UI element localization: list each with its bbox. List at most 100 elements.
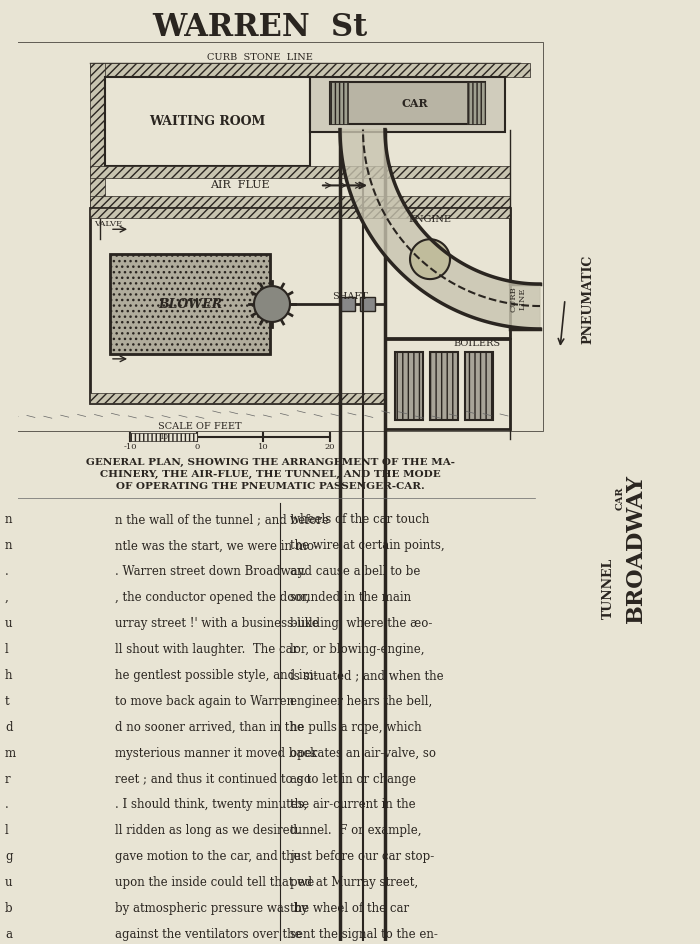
Text: CAR: CAR bbox=[615, 487, 624, 510]
Bar bbox=[430, 352, 458, 420]
Text: the wheel of the car: the wheel of the car bbox=[290, 902, 409, 915]
Text: to move back again to Warren: to move back again to Warren bbox=[115, 695, 294, 708]
Polygon shape bbox=[410, 239, 450, 279]
Bar bbox=[330, 82, 485, 124]
Text: n: n bbox=[5, 514, 13, 527]
Text: building, where the æo-: building, where the æo- bbox=[290, 617, 433, 630]
Text: .: . bbox=[5, 799, 8, 812]
Text: BLOWER: BLOWER bbox=[158, 297, 222, 311]
Text: TUNNEL: TUNNEL bbox=[601, 558, 615, 618]
Text: g: g bbox=[5, 851, 13, 864]
Text: as to let in or change: as to let in or change bbox=[290, 772, 416, 785]
Bar bbox=[130, 432, 197, 441]
Text: CHINERY, THE AIR-FLUE, THE TUNNEL, AND THE MODE: CHINERY, THE AIR-FLUE, THE TUNNEL, AND T… bbox=[99, 470, 440, 479]
Bar bbox=[467, 82, 485, 124]
Text: . I should think, twenty minutes,: . I should think, twenty minutes, bbox=[115, 799, 307, 812]
Bar bbox=[90, 166, 510, 178]
Bar bbox=[360, 297, 375, 311]
Text: WARREN  St: WARREN St bbox=[153, 12, 368, 43]
Text: GENERAL PLAN, SHOWING THE ARRANGEMENT OF THE MA-: GENERAL PLAN, SHOWING THE ARRANGEMENT OF… bbox=[85, 458, 454, 467]
Text: by atmospheric pressure was by: by atmospheric pressure was by bbox=[115, 902, 308, 915]
Bar bbox=[90, 209, 385, 403]
Text: mysterious manner it moved back: mysterious manner it moved back bbox=[115, 747, 317, 760]
Text: d: d bbox=[5, 720, 13, 733]
Text: d no sooner arrived, than in the: d no sooner arrived, than in the bbox=[115, 720, 304, 733]
Text: the wire at certain points,: the wire at certain points, bbox=[290, 539, 444, 552]
Text: BROADWAY: BROADWAY bbox=[625, 474, 647, 623]
Bar bbox=[310, 76, 505, 131]
Bar bbox=[90, 209, 385, 218]
Text: n the wall of the tunnel ; and before: n the wall of the tunnel ; and before bbox=[115, 514, 329, 527]
Bar bbox=[90, 393, 385, 403]
Text: CURB
LINE: CURB LINE bbox=[510, 286, 526, 312]
Text: , the conductor opened the door,: , the conductor opened the door, bbox=[115, 591, 309, 604]
Bar bbox=[385, 209, 510, 338]
Bar bbox=[90, 63, 105, 262]
Text: . Warren street down Broadway.: . Warren street down Broadway. bbox=[115, 565, 307, 579]
Polygon shape bbox=[254, 286, 290, 322]
Text: -10: -10 bbox=[123, 443, 136, 450]
Text: 10: 10 bbox=[159, 432, 168, 441]
Text: gave motion to the car, and the: gave motion to the car, and the bbox=[115, 851, 300, 864]
Text: he pulls a rope, which: he pulls a rope, which bbox=[290, 720, 421, 733]
Bar bbox=[90, 196, 510, 209]
Text: urray street !' with a business-like: urray street !' with a business-like bbox=[115, 617, 318, 630]
Text: against the ventilators over the: against the ventilators over the bbox=[115, 928, 302, 941]
Text: lor, or blowing-engine,: lor, or blowing-engine, bbox=[290, 643, 424, 656]
Text: SHAFT: SHAFT bbox=[332, 292, 368, 300]
Text: wheels of the car touch: wheels of the car touch bbox=[290, 514, 429, 527]
Text: CAR: CAR bbox=[402, 98, 428, 110]
Bar bbox=[395, 352, 423, 420]
Text: AIR  FLUE: AIR FLUE bbox=[210, 180, 270, 191]
Text: n: n bbox=[5, 539, 13, 552]
Text: l: l bbox=[5, 824, 8, 837]
Bar bbox=[110, 254, 270, 354]
Text: VALVE: VALVE bbox=[94, 220, 122, 228]
Text: t: t bbox=[5, 695, 10, 708]
Text: u: u bbox=[5, 617, 13, 630]
Text: ll shout with laughter.  The car: ll shout with laughter. The car bbox=[115, 643, 298, 656]
Text: ENGINE: ENGINE bbox=[409, 215, 452, 224]
Text: ,: , bbox=[5, 591, 8, 604]
Text: engineer hears the bell,: engineer hears the bell, bbox=[290, 695, 433, 708]
Text: r: r bbox=[5, 772, 10, 785]
Text: l: l bbox=[5, 643, 8, 656]
Text: a: a bbox=[5, 928, 12, 941]
Bar bbox=[385, 339, 510, 429]
Bar bbox=[110, 254, 270, 354]
Bar bbox=[330, 82, 348, 124]
Text: he gentlest possible style, and im-: he gentlest possible style, and im- bbox=[115, 669, 318, 682]
Text: .: . bbox=[5, 565, 8, 579]
Bar bbox=[8, 42, 543, 430]
Text: operates an air-valve, so: operates an air-valve, so bbox=[290, 747, 436, 760]
Text: 0: 0 bbox=[194, 443, 199, 450]
Text: h: h bbox=[5, 669, 13, 682]
Polygon shape bbox=[340, 129, 540, 329]
Text: ll ridden as long as we desired.: ll ridden as long as we desired. bbox=[115, 824, 301, 837]
Bar bbox=[90, 63, 530, 76]
Text: upon the inside could tell that we: upon the inside could tell that we bbox=[115, 876, 314, 889]
Text: PNEUMATIC: PNEUMATIC bbox=[582, 254, 594, 344]
Text: tunnel.  F or example,: tunnel. F or example, bbox=[290, 824, 421, 837]
Text: 20: 20 bbox=[325, 443, 335, 450]
Text: the air-current in the: the air-current in the bbox=[290, 799, 416, 812]
Text: reet ; and thus it continued to go: reet ; and thus it continued to go bbox=[115, 772, 311, 785]
Text: is situated ; and when the: is situated ; and when the bbox=[290, 669, 444, 682]
Text: b: b bbox=[5, 902, 13, 915]
Text: CURB  STONE  LINE: CURB STONE LINE bbox=[207, 53, 313, 62]
Bar bbox=[430, 352, 458, 420]
Bar bbox=[465, 352, 493, 420]
Text: u: u bbox=[5, 876, 13, 889]
Text: ped at Murray street,: ped at Murray street, bbox=[290, 876, 418, 889]
Text: SCALE OF FEET: SCALE OF FEET bbox=[158, 422, 242, 431]
Text: OF OPERATING THE PNEUMATIC PASSENGER-CAR.: OF OPERATING THE PNEUMATIC PASSENGER-CAR… bbox=[116, 482, 424, 491]
Text: 10: 10 bbox=[258, 443, 269, 450]
Bar bbox=[105, 76, 310, 166]
Text: and cause a bell to be: and cause a bell to be bbox=[290, 565, 421, 579]
Bar bbox=[0, 0, 18, 941]
Text: sent the signal to the en-: sent the signal to the en- bbox=[290, 928, 438, 941]
Bar bbox=[340, 297, 355, 311]
Text: ntle was the start, we were in mo-: ntle was the start, we were in mo- bbox=[115, 539, 318, 552]
Text: sounded in the main: sounded in the main bbox=[290, 591, 411, 604]
Text: WAITING ROOM: WAITING ROOM bbox=[149, 115, 265, 128]
